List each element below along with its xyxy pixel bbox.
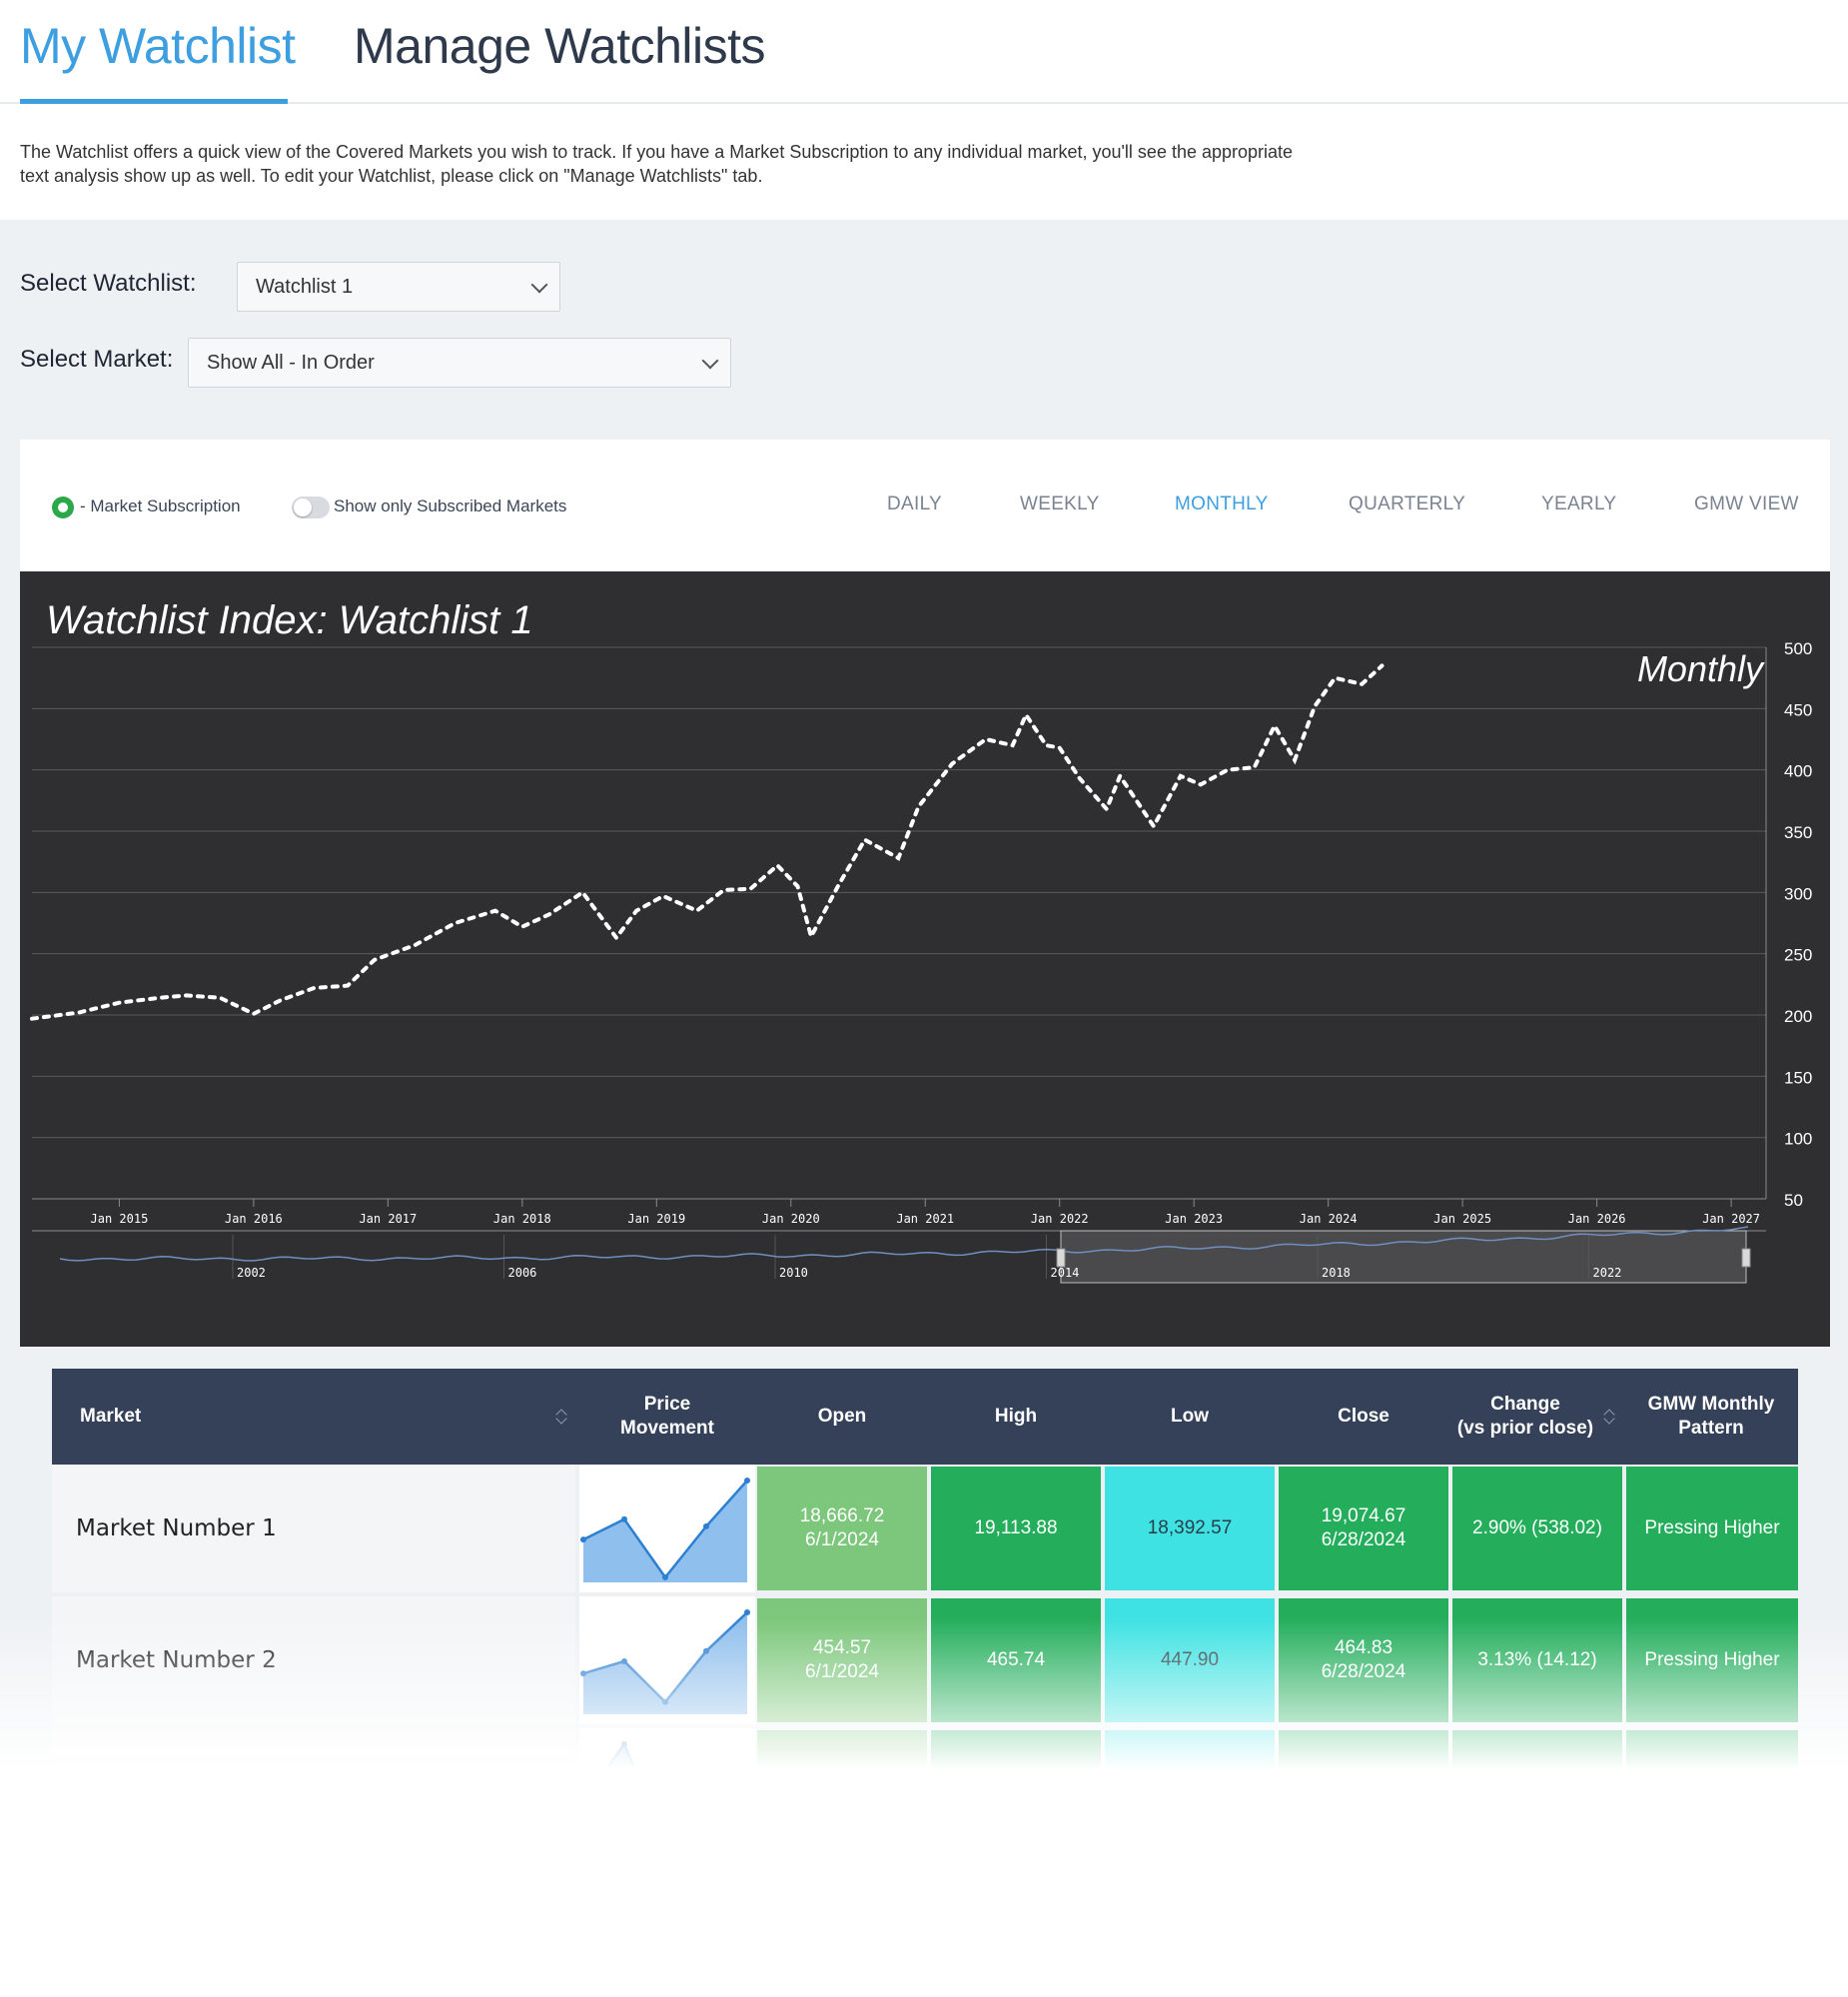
header-high: High — [994, 1406, 1038, 1427]
select-market-label: Select Market: — [20, 346, 174, 373]
cell-change: 2.90% (538.02) — [1452, 1467, 1622, 1590]
y-tick-label: 200 — [1784, 1007, 1812, 1026]
subscription-icon — [52, 497, 74, 518]
chart-title: Watchlist Index: Watchlist 1 — [46, 598, 533, 642]
sort-icon[interactable] — [1604, 1409, 1614, 1425]
sparkline-point — [580, 1536, 586, 1543]
navigator-tick-label: 2018 — [1322, 1266, 1351, 1280]
bottom-fade — [0, 1618, 1848, 1997]
x-tick-label: Jan 2021 — [896, 1212, 954, 1226]
subscription-legend: - Market Subscription — [80, 497, 241, 515]
market-select-value: Show All - In Order — [207, 352, 375, 374]
price-sparkline — [579, 1465, 755, 1592]
x-tick-label: Jan 2025 — [1433, 1212, 1491, 1226]
x-tick-label: Jan 2024 — [1300, 1212, 1358, 1226]
cell-close: 19,074.67 6/28/2024 — [1279, 1467, 1448, 1590]
x-tick-label: Jan 2023 — [1165, 1212, 1223, 1226]
y-tick-label: 400 — [1784, 762, 1812, 781]
period-daily[interactable]: DAILY — [887, 494, 943, 514]
y-tick-label: 250 — [1784, 946, 1812, 965]
subscribed-only-label: Show only Subscribed Markets — [334, 497, 567, 515]
intro-text: The Watchlist offers a quick view of the… — [20, 142, 1294, 186]
y-tick-label: 150 — [1784, 1068, 1812, 1087]
cell-open: 18,666.72 6/1/2024 — [757, 1467, 927, 1590]
x-tick-label: Jan 2020 — [762, 1212, 820, 1226]
chevron-down-icon — [530, 276, 548, 294]
sparkline-point — [621, 1515, 627, 1522]
cell-high: 19,113.88 — [931, 1467, 1101, 1590]
y-tick-label: 300 — [1784, 884, 1812, 903]
y-tick-label: 100 — [1784, 1130, 1812, 1149]
period-monthly[interactable]: MONTHLY — [1175, 494, 1269, 514]
chart-controls: - Market Subscription Show only Subscrib… — [20, 440, 1830, 571]
sparkline-point — [744, 1478, 750, 1484]
x-tick-label: Jan 2022 — [1031, 1212, 1089, 1226]
header-price-movement: Price Movement — [620, 1394, 714, 1439]
sparkline-point — [703, 1522, 709, 1529]
y-tick-label: 500 — [1784, 639, 1812, 658]
x-tick-label: Jan 2019 — [627, 1212, 685, 1226]
subscribed-only-toggle[interactable] — [292, 497, 330, 518]
chart-svg: Watchlist Index: Watchlist 1 Monthly 500… — [30, 598, 1812, 1284]
cell-pattern: Pressing Higher — [1626, 1467, 1798, 1590]
table-row[interactable]: Market Number 1 18,666.72 6/1/2024 19,113.… — [52, 1465, 1798, 1592]
market-name[interactable]: Market Number 1 — [52, 1465, 575, 1592]
y-tick-label: 450 — [1784, 700, 1812, 719]
period-gmw-view[interactable]: GMW VIEW — [1694, 494, 1799, 514]
sparkline-area — [583, 1481, 747, 1582]
tab-bar: My Watchlist Manage Watchlists — [0, 0, 1848, 104]
market-select[interactable]: Show All - In Order — [188, 338, 731, 388]
header-close: Close — [1338, 1406, 1389, 1427]
x-tick-label: Jan 2017 — [359, 1212, 417, 1226]
x-tick-label: Jan 2015 — [91, 1212, 149, 1226]
navigator-tick-label: 2010 — [779, 1266, 808, 1280]
chart-subtitle: Monthly — [1637, 648, 1765, 689]
tab-my-watchlist[interactable]: My Watchlist — [20, 18, 296, 74]
toggle-knob — [294, 499, 312, 516]
header-change[interactable]: Change (vs prior close) — [1456, 1394, 1594, 1439]
navigator-handle — [1056, 1248, 1066, 1268]
header-pattern: GMW Monthly Pattern — [1647, 1394, 1775, 1439]
header-open: Open — [817, 1406, 867, 1427]
period-quarterly[interactable]: QUARTERLY — [1349, 494, 1466, 514]
navigator-tick-label: 2022 — [1593, 1266, 1622, 1280]
index-series-line — [30, 663, 1385, 1021]
navigator-tick-label: 2006 — [508, 1266, 537, 1280]
navigator-selection — [1060, 1230, 1747, 1284]
watchlist-index-chart: Watchlist Index: Watchlist 1 Monthly 500… — [20, 571, 1830, 1347]
cell-low: 18,392.57 — [1105, 1467, 1275, 1590]
period-weekly[interactable]: WEEKLY — [1020, 494, 1100, 514]
navigator-tick-label: 2002 — [237, 1266, 266, 1280]
active-tab-indicator — [20, 99, 288, 104]
table-header: Market Price Movement Open High Low Clos… — [52, 1369, 1798, 1465]
sparkline-point — [744, 1609, 750, 1615]
tab-manage-watchlists[interactable]: Manage Watchlists — [354, 18, 766, 74]
y-tick-label: 350 — [1784, 823, 1812, 842]
header-market[interactable]: Market — [80, 1406, 142, 1427]
navigator-tick-label: 2014 — [1051, 1266, 1080, 1280]
header-low: Low — [1171, 1406, 1209, 1427]
sparkline-point — [662, 1573, 668, 1580]
x-tick-label: Jan 2016 — [225, 1212, 283, 1226]
y-tick-label: 50 — [1784, 1191, 1803, 1210]
x-tick-label: Jan 2018 — [493, 1212, 551, 1226]
select-watchlist-label: Select Watchlist: — [20, 270, 197, 297]
period-yearly[interactable]: YEARLY — [1541, 494, 1617, 514]
navigator-handle — [1741, 1248, 1751, 1268]
watchlist-select[interactable]: Watchlist 1 — [237, 262, 560, 312]
navigator-series-line — [59, 1226, 1749, 1262]
sort-icon[interactable] — [556, 1409, 566, 1425]
chevron-down-icon — [701, 352, 719, 370]
x-tick-label: Jan 2026 — [1568, 1212, 1626, 1226]
x-tick-label: Jan 2027 — [1702, 1212, 1760, 1226]
watchlist-select-value: Watchlist 1 — [256, 276, 354, 298]
